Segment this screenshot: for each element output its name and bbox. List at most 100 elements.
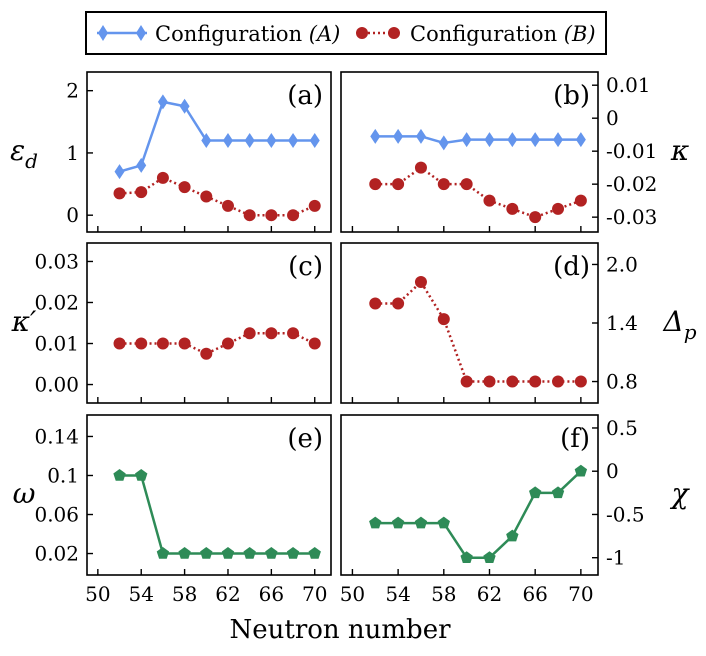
panel-a-ylabel-sub: d <box>25 149 38 173</box>
panel-c: 0.03 0.02 0.01 0.00 (c) κ′ <box>11 242 332 404</box>
panel-b-series-0-point-70 <box>575 132 586 148</box>
panel-e-series-0-point-66 <box>265 547 278 559</box>
panel-f-ytick-label-3: -1 <box>606 546 625 570</box>
x-tick-label-62-col1: 62 <box>477 582 502 606</box>
panel-b-series-0-point-56 <box>415 128 426 144</box>
panel-e-series-0-point-52 <box>113 468 126 481</box>
x-tick-label-62-col0: 62 <box>215 582 240 606</box>
panel-f-ylabel: χ <box>670 477 691 510</box>
panel-e-series-0-point-64 <box>243 547 256 559</box>
panel-c-series-0-point-66 <box>265 327 278 340</box>
panel-f-series-0-point-58 <box>437 516 450 529</box>
panel-b-series-1-point-56 <box>414 161 427 174</box>
panel-a-series-1-line <box>119 176 316 217</box>
panel-b-ytick-label-1: 0 <box>606 106 619 130</box>
panel-e-ylabel-main: ω <box>13 477 36 510</box>
panel-c-series-0-point-70 <box>308 337 321 350</box>
panel-b-ylabel: κ <box>670 134 689 167</box>
panel-f-series-0-point-64 <box>506 529 519 542</box>
panel-f-series-0-point-56 <box>414 516 428 529</box>
panel-d-series-0-point-60 <box>460 375 473 388</box>
legend-label-a: Configuration (A) <box>155 22 340 46</box>
panel-a-series-1-point-60 <box>200 190 213 203</box>
panel-c-series-0-point-58 <box>178 337 191 350</box>
panel-a-label: (a) <box>287 81 323 111</box>
panel-c-series-0-point-52 <box>113 337 126 350</box>
legend: Configuration (A) Configuration (B) <box>85 11 607 55</box>
x-tick-label-54-col1: 54 <box>385 582 410 606</box>
panel-c-series-0-point-68 <box>287 327 300 340</box>
x-tick-label-50-col1: 50 <box>340 582 365 606</box>
panel-e: 50 54 58 62 66 70 0.14 0.1 0.06 0.02 (e) ω <box>13 414 332 606</box>
panel-c-series-0-point-62 <box>221 337 234 350</box>
panel-b-ytick-label-4: -0.03 <box>606 205 657 229</box>
panel-a-series-0-point-58 <box>179 98 190 114</box>
panel-c-ylabel: κ′ <box>11 305 37 338</box>
legend-marker-b-right <box>388 27 400 39</box>
panel-e-series-0-point-58 <box>178 547 191 559</box>
panel-b-series-0-point-64 <box>507 132 518 148</box>
panel-d-ylabel: Δp <box>662 305 696 344</box>
panel-b-series-0-point-60 <box>461 132 472 148</box>
panel-b-series-1-point-58 <box>437 178 450 191</box>
panel-b-series-0-point-54 <box>393 128 404 144</box>
panel-f-frame <box>340 414 599 576</box>
panel-f-ytick-label-2: -0.5 <box>606 502 645 526</box>
legend-entry-a: Configuration (A) <box>97 22 340 46</box>
panel-e-series-0-point-56 <box>156 547 170 559</box>
panel-b-frame <box>340 71 599 233</box>
panel-e-series-0-point-68 <box>286 547 300 559</box>
x-tick-label-50-col0: 50 <box>85 582 110 606</box>
x-tick-label-58-col1: 58 <box>431 582 456 606</box>
panel-f-series-0-point-60 <box>460 551 473 563</box>
panel-b-ytick-label-0: 0.01 <box>606 73 651 97</box>
panel-f-ylabel-main: χ <box>670 477 691 510</box>
x-tick-label-66-col0: 66 <box>259 582 284 606</box>
legend-label-a-sym: (A) <box>309 22 341 46</box>
panel-e-series-0-point-62 <box>221 547 235 559</box>
panel-b-series-1-point-60 <box>460 178 473 191</box>
panel-b-series-0-point-62 <box>484 132 495 148</box>
panel-a-series-1-point-58 <box>178 181 191 194</box>
panel-d-series-0-point-56 <box>414 276 427 289</box>
legend-label-b-main: Configuration <box>410 22 564 46</box>
panel-c-series-0-point-56 <box>156 337 169 350</box>
panel-a: 0 1 2 (a) εd <box>10 71 332 233</box>
panel-e-series-0-line <box>119 474 315 555</box>
x-axis-title: Neutron number <box>229 615 451 645</box>
legend-frame <box>85 11 607 55</box>
panel-d-ylabel-main: Δ <box>662 305 683 338</box>
panel-a-ytick-label-1: 1 <box>66 141 79 165</box>
panel-a-series-0-point-54 <box>136 157 147 173</box>
legend-marker-a-left <box>98 25 108 41</box>
panel-d-label: (d) <box>553 252 590 282</box>
panel-e-frame <box>86 414 332 576</box>
panel-f: 50 54 58 62 66 70 0.5 0 -0.5 -1 (f) χ <box>340 414 691 606</box>
panel-b-series-0-point-66 <box>530 132 541 148</box>
x-tick-label-54-col0: 54 <box>128 582 153 606</box>
panel-f-series-0-point-54 <box>391 516 405 529</box>
panel-e-ylabel: ω <box>13 477 36 510</box>
panel-b-series-0-point-68 <box>553 132 564 148</box>
panel-e-series-0-point-54 <box>135 468 148 481</box>
panel-a-series-0-line <box>119 100 315 173</box>
panel-f-ytick-label-0: 0.5 <box>606 416 638 440</box>
panel-d-series-0-point-66 <box>529 375 542 388</box>
panel-c-label: (c) <box>288 252 323 282</box>
panel-a-ytick-label-2: 2 <box>66 79 79 103</box>
panel-a-series-0-point-56 <box>157 94 168 110</box>
legend-label-b-sym: (B) <box>564 22 596 46</box>
panel-d-series-0-point-70 <box>574 375 587 388</box>
panel-c-ytick-label-0: 0.03 <box>34 249 79 273</box>
panel-f-series-0-point-52 <box>369 516 382 529</box>
panel-f-series-0-point-70 <box>574 464 588 477</box>
panel-b-ytick-label-2: -0.01 <box>606 139 657 163</box>
panel-f-series-0-line <box>375 470 582 559</box>
legend-label-a-main: Configuration <box>155 22 309 46</box>
panel-b-series-1-point-62 <box>483 194 496 207</box>
panel-d-series-0-point-64 <box>506 375 519 388</box>
panel-a-series-0-point-66 <box>266 132 277 148</box>
panel-f-label: (f) <box>560 424 590 454</box>
panel-a-series-0-point-62 <box>222 132 233 148</box>
